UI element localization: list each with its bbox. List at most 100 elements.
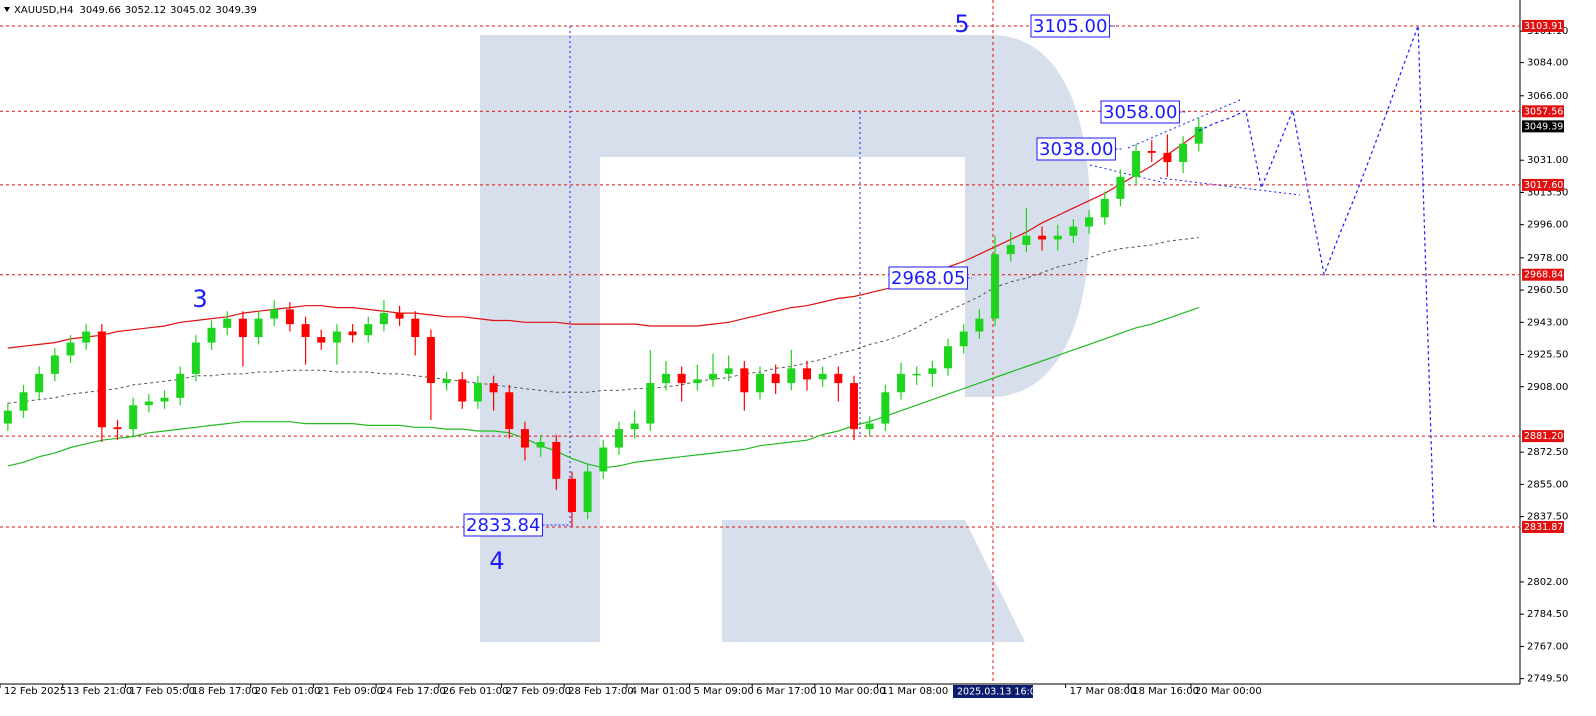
candle-body [317,337,326,343]
candle-body [1085,217,1094,227]
candle-body [520,429,529,448]
candle-body [176,373,185,398]
header: XAUUSD,H4 3049.66 3052.12 3045.02 3049.39 [14,5,257,16]
price-label: 2833.84 [466,515,540,536]
candle-body [818,373,827,380]
candle-body [991,254,1000,319]
wave-label: 4 [489,547,504,575]
y-tick-label: 2960.50 [1527,285,1568,296]
candle-body [693,379,702,384]
candle-body [489,383,498,393]
candle-body [426,337,435,384]
crosshair-label-box [953,685,1033,698]
candle-body [803,368,812,380]
candle-body [599,447,608,472]
wave-label: 3 [192,285,207,313]
candle-body [144,401,153,406]
header-value: 3052.12 [125,5,166,16]
candle-body [270,309,279,319]
candle-body [1053,235,1062,240]
y-tick-label: 3031.00 [1527,155,1568,166]
y-tick-label: 3066.00 [1527,91,1568,102]
price-label: 3058.00 [1103,102,1177,123]
candle-body [630,423,639,430]
candle-body [35,373,44,393]
x-tick-label: 18 Mar 16:00 [1132,686,1199,697]
level-label: 2968.84 [1524,270,1563,281]
y-tick-label: 2802.00 [1527,577,1568,588]
level-label: 3017.60 [1524,180,1563,191]
forecast-line [1198,25,1435,527]
candle-body [1194,127,1203,144]
level-label-box [1522,430,1564,443]
candle-body [97,331,106,428]
crosshair-label: 2025.03.13 16:00 [957,687,1042,698]
y-tick-label: 2943.00 [1527,317,1568,328]
level-label: 2881.20 [1524,431,1563,442]
candle-body [1038,235,1047,240]
candle-body [1069,226,1078,236]
candle-body [285,309,294,325]
x-tick-label: 20 Mar 00:00 [1195,686,1262,697]
level-label-box [1522,520,1564,533]
price-label: 3105.00 [1033,16,1107,37]
candle-body [1147,151,1156,153]
header-value: 3049.66 [79,5,120,16]
candle-body [473,383,482,402]
candle-body [724,368,733,374]
candle-body [1006,244,1015,255]
candle-body [614,429,623,448]
x-tick-label: 10 Mar 00:00 [819,686,886,697]
candle-body [66,342,75,356]
y-tick-label: 2996.00 [1527,220,1568,231]
moving-average [7,237,1199,404]
x-tick-label: 6 Mar 17:00 [756,686,816,697]
candle-body [583,471,592,512]
candle-body [223,318,232,328]
candle-body [959,331,968,347]
candle-body [207,327,216,343]
candle-body [160,397,169,402]
candle-body [708,373,717,380]
x-tick-label: 24 Feb 17:00 [380,686,446,697]
candle-body [19,392,28,411]
candle-body [442,379,451,384]
candle-body [787,368,796,384]
pivot-lines [569,26,1301,527]
price-label: 2968.05 [891,268,965,289]
x-tick-label: 18 Feb 17:00 [192,686,258,697]
candle-body [332,331,341,343]
candle-body [1132,151,1141,177]
x-tick-label: 17 Mar 08:00 [1070,686,1137,697]
candle-body [364,324,373,336]
candle-body [897,373,906,393]
y-tick-label: 2855.00 [1527,479,1568,490]
x-tick-label: 17 Feb 05:00 [129,686,195,697]
candle-body [975,318,984,332]
y-tick-label: 2784.50 [1527,609,1568,620]
level-label: 3103.91 [1524,21,1563,32]
candle-body [536,442,545,448]
candle-body [1022,235,1031,245]
candle-body [254,318,263,338]
menu-icon [4,7,10,12]
level-label: 2831.87 [1524,522,1563,533]
y-tick-label: 2767.00 [1527,641,1568,652]
candle-body [646,383,655,424]
candle-body [677,373,686,384]
x-tick-label: 27 Feb 09:00 [505,686,571,697]
x-tick-label: 4 Mar 01:00 [631,686,691,697]
y-tick-label: 2978.00 [1527,253,1568,264]
candle-body [129,405,138,430]
candle-body [238,318,247,338]
candle-body [944,346,953,369]
candle-body [865,423,874,430]
price-label: 3038.00 [1039,139,1113,160]
candle-body [552,442,561,479]
candle-body [1179,143,1188,163]
symbol: XAUUSD,H4 [14,5,73,16]
candle-body [1163,152,1172,163]
x-tick-label: 5 Mar 09:00 [693,686,753,697]
y-tick-label: 3013.50 [1527,187,1568,198]
